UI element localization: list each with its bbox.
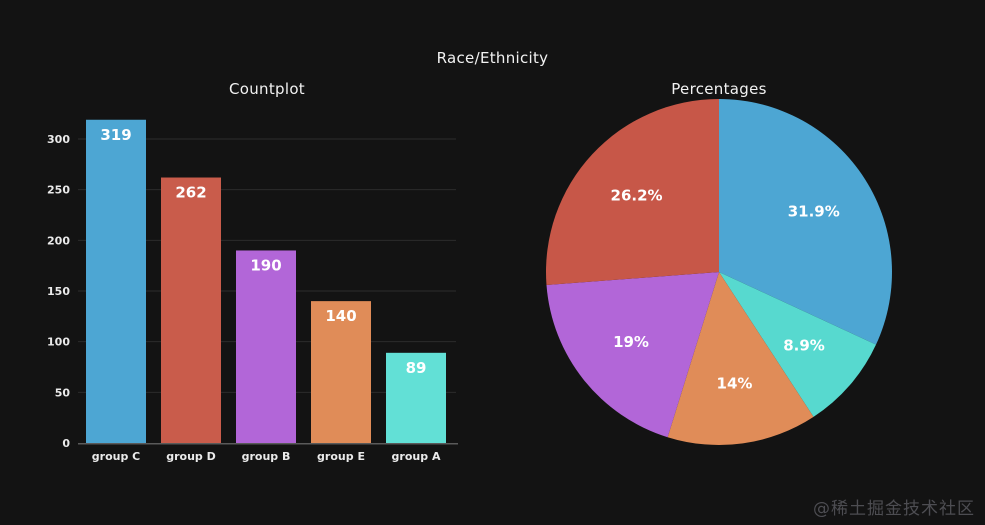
figure-title: Race/Ethnicity: [436, 49, 549, 67]
bar-group-c: [86, 119, 146, 443]
pie-slice-31.9-: [719, 99, 892, 345]
x-tick-label: group E: [317, 450, 365, 463]
pie-percent-label: 26.2%: [611, 187, 663, 205]
y-tick-label: 200: [47, 234, 70, 247]
x-tick-label: group C: [92, 450, 140, 463]
bar-value-label: 319: [100, 126, 131, 144]
bar-group-d: [161, 177, 221, 443]
bar-group-b: [236, 250, 296, 443]
bar-group-a: [386, 352, 446, 443]
x-tick-label: group A: [392, 450, 441, 463]
y-tick-label: 250: [47, 184, 70, 197]
pie-chart-title: Percentages: [671, 80, 767, 98]
pie-slice-14-: [667, 272, 814, 445]
y-tick-label: 50: [55, 386, 71, 399]
watermark: @稀土掘金技术社区: [813, 499, 975, 519]
y-tick-label: 100: [47, 336, 70, 349]
pie-slice-26.2-: [545, 99, 719, 286]
pie-percent-label: 31.9%: [788, 202, 840, 220]
y-tick-label: 150: [47, 285, 70, 298]
x-tick-label: group B: [242, 450, 291, 463]
bar-value-label: 140: [325, 307, 356, 325]
bar-value-label: 190: [250, 256, 281, 274]
x-tick-label: group D: [166, 450, 216, 463]
pie-slice-19-: [546, 272, 719, 438]
bar-value-label: 262: [175, 184, 206, 202]
pie-slice-8.9-: [719, 272, 876, 417]
y-tick-label: 0: [62, 437, 70, 450]
pie-percent-label: 19%: [613, 333, 649, 351]
bar-group-e: [311, 301, 371, 443]
y-tick-label: 300: [47, 133, 70, 146]
pie-percent-label: 8.9%: [783, 337, 825, 355]
bar-value-label: 89: [406, 359, 427, 377]
pie-percent-label: 14%: [717, 374, 753, 392]
bar-chart-title: Countplot: [229, 80, 305, 98]
